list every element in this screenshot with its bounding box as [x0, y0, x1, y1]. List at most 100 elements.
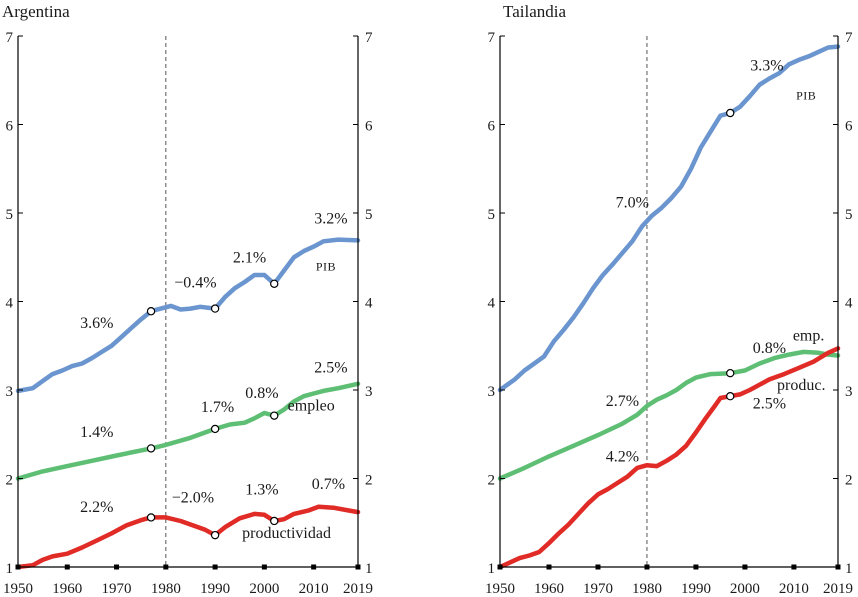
marker-emp: [726, 368, 735, 378]
y-tick-label-right: 6: [845, 119, 853, 135]
y-tick-label-left: 4: [488, 296, 496, 312]
marker-empleo: [210, 424, 220, 434]
chart-panel-tailandia: Tailandia 1 1 2 2 3 3 4 4 5 5 6 6 7 7 1950 1960 1970 1980 1…: [485, 2, 853, 597]
growth-rate-label: 2.1%: [233, 250, 266, 267]
x-tick-label: 1970: [102, 581, 132, 597]
marker-produc: [726, 391, 735, 401]
growth-rate-label: 3.2%: [314, 211, 347, 228]
growth-rate-label: 1.7%: [201, 399, 234, 416]
y-tick-label-left: 3: [6, 384, 14, 400]
x-tick-label: 2019: [823, 581, 853, 597]
series-label-emp: emp.: [793, 327, 825, 344]
x-tick: [163, 564, 169, 570]
x-tick: [742, 564, 748, 570]
series-label-empleo: empleo: [288, 397, 335, 414]
growth-rate-label: 7.0%: [616, 195, 649, 212]
series-line-empleo: [15, 381, 361, 481]
x-tick: [791, 564, 797, 570]
y-tick-label-left: 5: [488, 207, 496, 223]
y-tick-label-right: 4: [845, 296, 853, 312]
growth-rate-label: 2.7%: [606, 393, 639, 410]
y-tick-label-left: 2: [6, 473, 14, 489]
x-tick-label: 2000: [730, 581, 760, 597]
x-tick: [644, 564, 650, 570]
marker-pib: [210, 304, 220, 313]
x-tick-label: 2000: [249, 581, 279, 597]
series-label-pib: PIB: [316, 260, 336, 274]
marker-pib: [726, 108, 735, 118]
growth-rate-label: −0.4%: [174, 274, 216, 291]
x-tick: [212, 564, 218, 570]
x-tick: [595, 564, 601, 570]
y-tick-label-right: 3: [845, 384, 853, 400]
growth-rate-label: 3.3%: [750, 58, 783, 75]
growth-rate-label: 3.6%: [80, 315, 113, 332]
y-tick-label-right: 5: [845, 207, 853, 223]
growth-rate-label: 0.7%: [312, 476, 345, 493]
series-label-productividad: productividad: [242, 525, 331, 542]
growth-rate-label: 1.4%: [80, 424, 113, 441]
series-line-produc: [497, 346, 841, 570]
growth-rate-label: 2.2%: [80, 499, 113, 516]
x-tick-label: 1960: [534, 581, 564, 597]
y-tick-label-right: 2: [845, 473, 853, 489]
x-tick-label: 1980: [632, 581, 662, 597]
y-tick-label-left: 1: [6, 561, 14, 577]
growth-rate-label: 0.8%: [245, 385, 278, 402]
y-tick-label-left: 1: [488, 561, 496, 577]
y-tick-label-left: 4: [6, 296, 14, 312]
y-tick-label-left: 5: [6, 207, 14, 223]
y-tick-label-right: 1: [845, 561, 853, 577]
x-tick: [497, 564, 503, 570]
series-line-pib: [497, 44, 841, 393]
y-tick-label-left: 2: [488, 473, 496, 489]
marker-productividad: [270, 516, 279, 526]
x-tick: [546, 564, 552, 570]
y-tick-label-left: 7: [6, 30, 14, 46]
chart-title: Tailandia: [503, 2, 566, 21]
y-tick-label-left: 3: [488, 384, 496, 400]
y-tick-label-right: 1: [365, 561, 373, 577]
y-tick-label-right: 4: [365, 296, 373, 312]
marker-empleo: [270, 411, 279, 420]
growth-rate-label: 2.5%: [314, 359, 347, 376]
chart-title: Argentina: [2, 2, 70, 21]
marker-productividad: [146, 513, 156, 522]
growth-rate-label: 4.2%: [606, 449, 639, 466]
series-line-productividad: [15, 504, 361, 570]
x-tick-label: 2019: [343, 581, 373, 597]
x-tick-label: 1970: [583, 581, 613, 597]
marker-pib: [146, 307, 156, 316]
x-tick: [114, 564, 120, 570]
x-tick: [355, 564, 361, 570]
series-line-emp: [497, 349, 841, 481]
y-tick-label-right: 6: [365, 119, 373, 135]
x-tick-label: 1990: [681, 581, 711, 597]
x-tick-label: 1950: [485, 581, 515, 597]
y-tick-label-right: 7: [365, 30, 373, 46]
marker-productividad: [210, 530, 220, 540]
marker-pib: [270, 279, 279, 288]
x-tick: [311, 564, 317, 570]
y-tick-label-left: 7: [488, 30, 496, 46]
y-tick-label-right: 2: [365, 473, 373, 489]
x-tick: [261, 564, 267, 570]
series-line-pib: [15, 237, 361, 394]
x-tick: [835, 564, 841, 570]
x-tick-label: 1960: [52, 581, 82, 597]
growth-rate-label: −2.0%: [172, 489, 214, 506]
series-label-produc: produc.: [777, 377, 825, 394]
x-tick-label: 1980: [151, 581, 181, 597]
growth-rate-label: 1.3%: [245, 481, 278, 498]
y-tick-label-left: 6: [6, 119, 14, 135]
y-tick-label-right: 3: [365, 384, 373, 400]
x-tick-label: 1990: [200, 581, 230, 597]
x-tick: [693, 564, 699, 570]
x-tick-label: 2010: [299, 581, 329, 597]
x-tick: [15, 564, 21, 570]
growth-rate-label: 2.5%: [753, 396, 786, 413]
series-label-pib: PIB: [796, 89, 816, 103]
y-tick-label-right: 5: [365, 207, 373, 223]
chart-panel-argentina: Argentina 1 1 2 2 3 3 4 4 5 5 6 6 7 7 1950 1960 1970 1980 1…: [2, 2, 373, 597]
